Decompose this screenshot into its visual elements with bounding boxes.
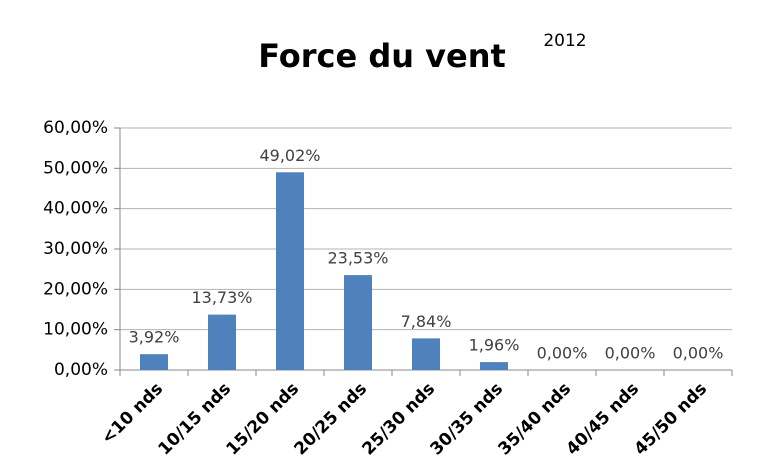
y-tick-label: 30,00% bbox=[43, 239, 108, 259]
bar bbox=[480, 362, 508, 370]
value-label: 0,00% bbox=[673, 344, 724, 363]
bar bbox=[140, 354, 168, 370]
value-label: 0,00% bbox=[605, 344, 656, 363]
x-tick-label: 40/45 nds bbox=[563, 379, 643, 459]
x-tick-label: 25/30 nds bbox=[359, 379, 439, 459]
x-tick-label: 30/35 nds bbox=[427, 379, 507, 459]
value-label: 1,96% bbox=[469, 336, 520, 355]
value-label: 7,84% bbox=[401, 312, 452, 331]
bar bbox=[412, 338, 440, 370]
bar bbox=[208, 314, 236, 370]
value-label: 3,92% bbox=[129, 328, 180, 347]
x-tick-label: 45/50 nds bbox=[631, 379, 711, 459]
value-label: 13,73% bbox=[191, 288, 252, 307]
value-label: 0,00% bbox=[537, 344, 588, 363]
bar bbox=[276, 172, 304, 370]
value-label: 23,53% bbox=[327, 249, 388, 268]
bar bbox=[344, 275, 372, 370]
annotation: 2012 bbox=[543, 31, 586, 51]
y-tick-label: 50,00% bbox=[43, 158, 108, 178]
x-tick-label: 15/20 nds bbox=[223, 379, 303, 459]
value-label: 49,02% bbox=[259, 146, 320, 165]
x-tick-label: 20/25 nds bbox=[291, 379, 371, 459]
x-tick-label: <10 nds bbox=[98, 379, 167, 448]
x-tick-label: 35/40 nds bbox=[495, 379, 575, 459]
y-tick-label: 0,00% bbox=[54, 360, 108, 380]
y-tick-label: 10,00% bbox=[43, 320, 108, 340]
y-tick-label: 20,00% bbox=[43, 279, 108, 299]
x-tick-label: 10/15 nds bbox=[155, 379, 235, 459]
y-tick-label: 60,00% bbox=[43, 118, 108, 138]
y-tick-label: 40,00% bbox=[43, 199, 108, 219]
chart-title: Force du vent bbox=[258, 37, 506, 75]
